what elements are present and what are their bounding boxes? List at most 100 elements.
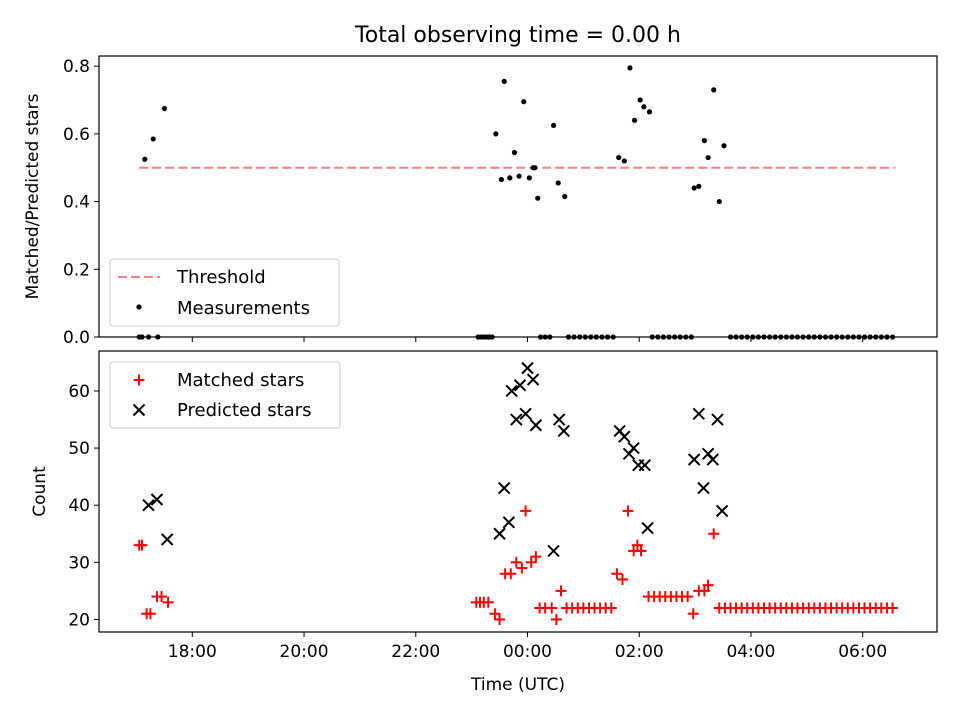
- measurement-point: [766, 334, 773, 340]
- x-tick-label: 00:00: [503, 642, 552, 662]
- bottom-y-axis-label: Count: [30, 466, 50, 517]
- matched-stars-point: [516, 562, 528, 574]
- measurement-point: [641, 104, 647, 110]
- matched-stars-point: [144, 608, 156, 620]
- top-plot-frame: [98, 55, 938, 338]
- predicted-stars-point: [557, 424, 571, 438]
- matched-stars-point: [482, 596, 494, 608]
- measurement-point: [593, 334, 599, 340]
- measurement-point: [616, 154, 622, 161]
- measurement-point: [705, 154, 711, 161]
- legend-threshold-label: Threshold: [176, 267, 266, 288]
- predicted-stars-point: [711, 413, 724, 426]
- legend-matched-swatch: [133, 374, 145, 386]
- measurement-point: [744, 334, 750, 340]
- measurement-point: [834, 334, 840, 340]
- predicted-stars-point: [641, 521, 654, 535]
- top-y-tick-label: 0.4: [63, 193, 90, 213]
- measurement-point: [627, 65, 633, 71]
- predicted-stars-point: [505, 384, 518, 398]
- measurement-point: [884, 334, 890, 340]
- measurement-point: [526, 175, 532, 181]
- measurement-point: [571, 334, 577, 340]
- measurement-point: [537, 334, 544, 340]
- top-y-tick-label: 0.2: [63, 260, 90, 280]
- measurement-point: [845, 334, 851, 340]
- measurement-point: [610, 334, 616, 340]
- predicted-stars-point: [510, 413, 523, 426]
- measurement-point: [750, 334, 756, 340]
- predicted-stars-point: [706, 453, 719, 466]
- measurement-point: [691, 185, 697, 191]
- top-legend: Threshold Measurements: [109, 258, 340, 327]
- measurement-point: [688, 334, 694, 340]
- predicted-stars-point: [150, 493, 164, 506]
- measurement-point: [811, 334, 817, 340]
- measurement-point: [142, 156, 148, 162]
- legend-cross-marker: [132, 403, 146, 417]
- predicted-stars-point: [160, 533, 174, 546]
- measurement-point: [683, 334, 689, 340]
- bottom-y-axis: 20 30 40 50 60: [68, 382, 99, 630]
- measurements-series: [136, 65, 896, 340]
- measurement-point: [550, 122, 557, 129]
- measurement-point: [850, 334, 856, 340]
- top-y-tick-label: 0.8: [63, 57, 90, 77]
- legend-predicted-label: Predicted stars: [177, 400, 311, 421]
- matched-stars-point: [525, 556, 537, 568]
- bottom-y-tick-label: 20: [68, 610, 90, 630]
- matched-stars-series: [133, 505, 898, 625]
- chart-title: Total observing time = 0.00 h: [354, 23, 681, 48]
- top-y-axis: 0.0 0.2 0.4 0.6 0.8: [63, 57, 99, 348]
- measurement-point: [755, 334, 762, 340]
- measurement-point: [604, 334, 611, 340]
- measurement-point: [532, 165, 538, 171]
- bottom-y-tick-label: 40: [68, 496, 90, 516]
- matched-stars-point: [708, 528, 720, 540]
- top-legend-box: [109, 258, 340, 327]
- predicted-stars-point: [526, 373, 540, 386]
- predicted-stars-point: [529, 419, 543, 432]
- matched-stars-point: [631, 539, 643, 551]
- x-tick-label: 06:00: [838, 642, 887, 662]
- measurement-point: [655, 334, 661, 340]
- measurement-point: [666, 334, 672, 340]
- measurement-point: [873, 334, 879, 340]
- measurement-point: [806, 334, 812, 340]
- measurement-point: [150, 136, 156, 142]
- measurement-point: [761, 334, 767, 340]
- measurement-point: [727, 334, 734, 340]
- predicted-stars-point: [692, 407, 706, 421]
- legend-measurements-label: Measurements: [177, 298, 310, 319]
- x-tick-label: 20:00: [280, 642, 329, 662]
- measurement-point: [772, 334, 778, 340]
- measurement-point: [861, 334, 868, 340]
- measurement-point: [828, 334, 834, 340]
- matched-stars-point: [505, 568, 517, 580]
- measurement-point: [565, 334, 572, 340]
- x-tick-label: 18:00: [168, 642, 217, 662]
- matched-stars-point: [611, 568, 623, 580]
- legend-matched-label: Matched stars: [177, 370, 304, 391]
- measurement-point: [889, 334, 896, 340]
- measurement-point: [511, 149, 518, 156]
- matched-stars-point: [616, 573, 628, 585]
- matched-stars-point: [489, 608, 501, 620]
- measurement-point: [582, 334, 588, 340]
- measurement-point: [599, 334, 605, 340]
- x-tick-label: 02:00: [615, 642, 664, 662]
- matched-stars-point: [682, 591, 694, 603]
- predicted-stars-point: [715, 504, 729, 518]
- predicted-stars-point: [627, 441, 640, 455]
- matched-stars-point: [530, 551, 542, 563]
- measurement-point: [701, 138, 708, 144]
- matched-stars-point: [622, 505, 634, 517]
- measurement-point: [489, 334, 495, 340]
- measurement-point: [677, 334, 683, 340]
- x-tick-label: 04:00: [726, 642, 775, 662]
- measurement-point: [521, 99, 527, 105]
- measurement-point: [588, 334, 594, 340]
- matched-stars-point: [555, 585, 567, 597]
- predicted-stars-point: [513, 379, 527, 392]
- matched-stars-point: [136, 539, 148, 551]
